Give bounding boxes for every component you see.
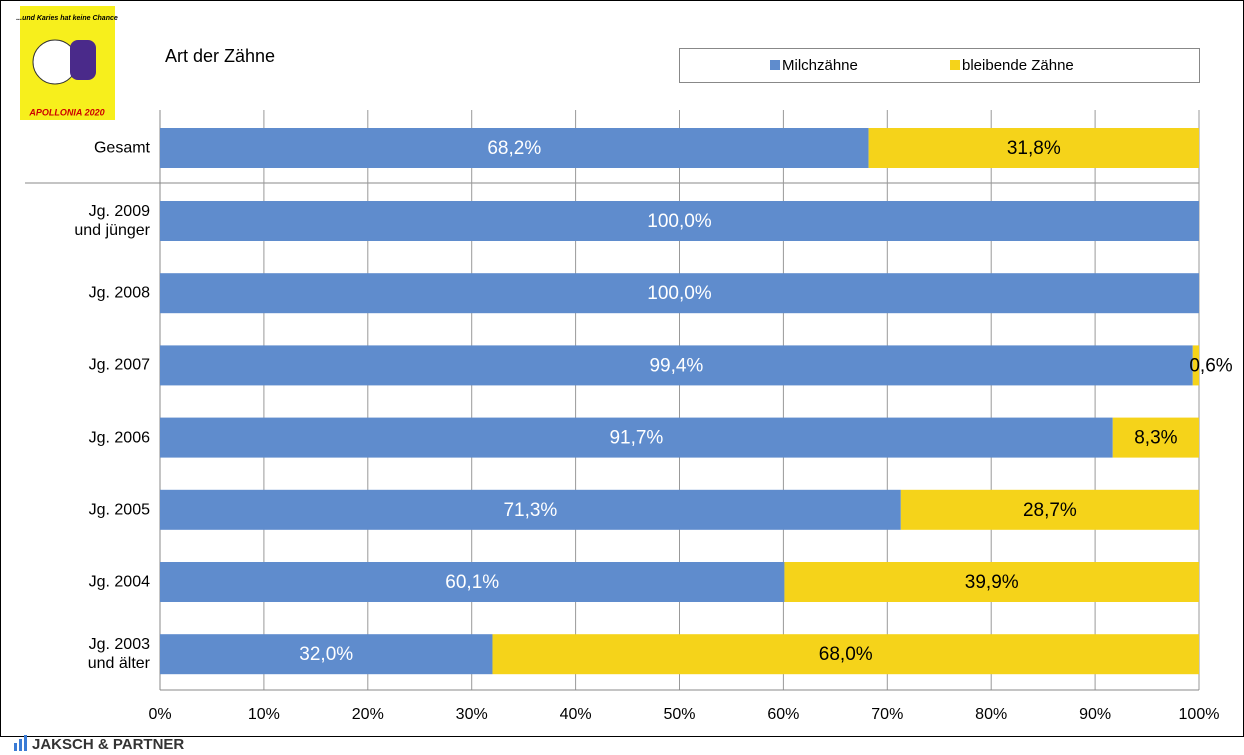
value-label: 100,0% xyxy=(647,211,712,232)
y-tick-label: Jg. 2005 xyxy=(88,501,150,519)
value-label: 91,7% xyxy=(609,428,663,449)
x-tick-label: 0% xyxy=(148,706,171,723)
x-tick-label: 30% xyxy=(456,706,488,723)
bar xyxy=(160,128,869,168)
x-tick-label: 70% xyxy=(871,706,903,723)
y-tick-label: Jg. 2009 und jünger xyxy=(74,203,150,239)
value-label: 68,2% xyxy=(487,138,541,159)
bar xyxy=(784,562,1199,602)
x-tick-label: 40% xyxy=(560,706,592,723)
y-tick-label: Jg. 2004 xyxy=(88,573,150,591)
y-tick-label: Jg. 2007 xyxy=(88,356,150,374)
y-tick-label: Gesamt xyxy=(93,139,150,157)
value-label: 99,4% xyxy=(649,355,703,376)
footer: JAKSCH & PARTNER xyxy=(32,736,184,753)
bar xyxy=(160,273,1199,314)
logo-brush xyxy=(70,40,96,80)
value-label: 68,0% xyxy=(819,644,873,665)
legend xyxy=(679,48,1200,83)
bar xyxy=(160,417,1113,458)
bar xyxy=(868,128,1199,168)
legend-label: bleibende Zähne xyxy=(962,57,1074,74)
grid xyxy=(159,110,1200,690)
x-tick-label: 90% xyxy=(1079,706,1111,723)
x-tick-label: 50% xyxy=(663,706,695,723)
bar xyxy=(900,489,1199,530)
chart-title: Art der Zähne xyxy=(165,46,275,66)
value-label: 8,3% xyxy=(1134,428,1177,449)
logo-name: APOLLONIA 2020 xyxy=(28,107,104,117)
bar xyxy=(160,562,785,602)
value-label: 28,7% xyxy=(1023,500,1077,521)
y-tick-label: Jg. 2006 xyxy=(88,429,150,447)
bar xyxy=(160,201,1199,241)
bar xyxy=(1112,417,1199,458)
value-label: 71,3% xyxy=(503,500,557,521)
logo-slogan: ...und Karies hat keine Chance xyxy=(16,15,118,22)
bar xyxy=(160,345,1193,386)
x-tick-label: 100% xyxy=(1179,706,1220,723)
bar xyxy=(160,634,493,675)
x-tick-label: 10% xyxy=(248,706,280,723)
bar xyxy=(160,489,901,530)
value-label: 32,0% xyxy=(299,644,353,665)
y-tick-label: Jg. 2003 und älter xyxy=(87,636,150,673)
bar xyxy=(1192,345,1199,386)
value-label: 0,6% xyxy=(1189,355,1232,376)
value-label: 39,9% xyxy=(965,572,1019,593)
footer-logo xyxy=(14,735,27,751)
y-tick-label: Jg. 2008 xyxy=(88,284,150,302)
value-label: 31,8% xyxy=(1007,138,1061,159)
value-label: 60,1% xyxy=(445,572,499,593)
x-tick-label: 80% xyxy=(975,706,1007,723)
legend-swatch xyxy=(770,60,780,70)
bar xyxy=(492,634,1200,675)
value-label: 100,0% xyxy=(647,283,712,304)
x-tick-label: 60% xyxy=(767,706,799,723)
x-tick-label: 20% xyxy=(352,706,384,723)
legend-label: Milchzähne xyxy=(782,57,858,74)
legend-swatch xyxy=(950,60,960,70)
